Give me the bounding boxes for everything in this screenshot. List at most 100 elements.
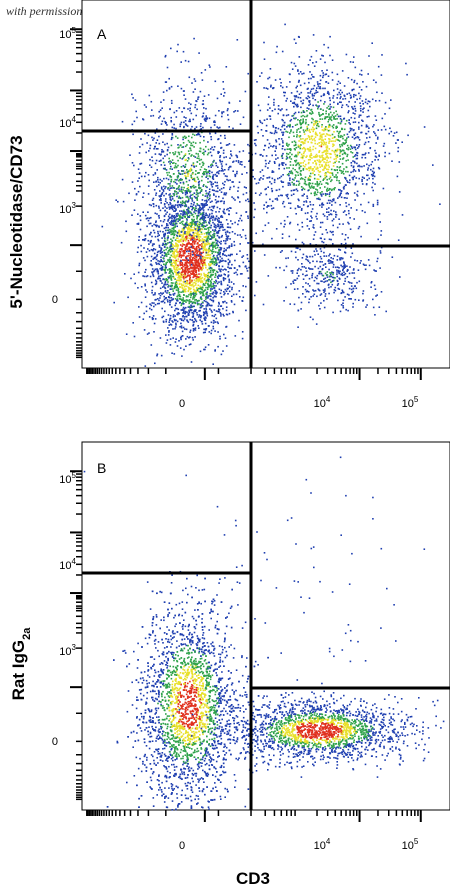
- event-dot: [330, 231, 333, 234]
- event-dot: [151, 292, 153, 294]
- event-dot: [179, 218, 181, 221]
- event-dot: [198, 208, 200, 211]
- event-dot: [281, 147, 284, 150]
- event-dot: [173, 292, 176, 295]
- event-dot: [168, 299, 171, 302]
- event-dot: [339, 166, 342, 168]
- event-dot: [218, 241, 221, 244]
- event-dot: [334, 201, 337, 204]
- event-dot: [301, 156, 304, 159]
- event-dot: [205, 190, 207, 192]
- event-dot: [318, 163, 321, 166]
- event-dot: [164, 310, 166, 313]
- event-dot: [191, 208, 193, 211]
- event-dot: [346, 93, 348, 95]
- event-dot: [191, 222, 194, 225]
- event-dot: [214, 239, 217, 242]
- event-dot: [180, 213, 182, 215]
- event-dot: [316, 124, 318, 127]
- event-dot: [189, 258, 191, 260]
- event-dot: [230, 154, 233, 157]
- event-dot: [263, 204, 265, 206]
- event-dot: [407, 134, 409, 137]
- event-dot: [176, 273, 178, 276]
- event-dot: [294, 160, 296, 162]
- event-dot: [347, 148, 350, 151]
- event-dot: [348, 174, 351, 177]
- event-dot: [188, 207, 190, 209]
- event-dot: [367, 167, 370, 169]
- event-dot: [191, 82, 193, 84]
- event-dot: [195, 246, 198, 248]
- event-dot: [294, 161, 297, 163]
- event-dot: [324, 61, 326, 64]
- event-dot: [373, 124, 375, 126]
- event-dot: [305, 119, 307, 121]
- event-dot: [326, 211, 328, 213]
- event-dot: [163, 255, 166, 257]
- event-dot: [190, 263, 193, 266]
- event-dot: [279, 251, 282, 253]
- event-dot: [343, 185, 346, 188]
- event-dot: [353, 56, 355, 58]
- event-dot: [157, 179, 159, 181]
- event-dot: [280, 175, 283, 178]
- event-dot: [164, 287, 167, 290]
- event-dot: [253, 202, 255, 204]
- event-dot: [186, 232, 189, 234]
- event-dot: [190, 270, 193, 272]
- event-dot: [165, 213, 167, 215]
- event-dot: [333, 89, 335, 92]
- event-dot: [210, 166, 212, 168]
- event-dot: [197, 290, 200, 292]
- event-dot: [150, 115, 152, 117]
- event-dot: [164, 270, 166, 272]
- event-dot: [322, 157, 325, 159]
- event-dot: [203, 348, 205, 351]
- event-dot: [377, 136, 379, 139]
- event-dot: [297, 259, 299, 261]
- event-dot: [356, 193, 358, 196]
- event-dot: [237, 223, 239, 226]
- event-dot: [388, 132, 390, 135]
- event-dot: [315, 156, 318, 158]
- event-dot: [328, 148, 331, 150]
- event-dot: [298, 164, 301, 166]
- event-dot: [203, 204, 205, 206]
- event-dot: [186, 244, 188, 246]
- event-dot: [179, 272, 182, 275]
- event-dot: [221, 260, 223, 262]
- event-dot: [372, 174, 375, 177]
- event-dot: [268, 96, 270, 98]
- event-dot: [188, 311, 191, 314]
- event-dot: [182, 50, 185, 53]
- event-dot: [204, 219, 207, 222]
- event-dot: [345, 119, 348, 122]
- event-dot: [210, 321, 213, 324]
- event-dot: [295, 170, 298, 173]
- event-dot: [181, 267, 183, 270]
- event-dot: [125, 333, 128, 335]
- event-dot: [271, 171, 273, 173]
- event-dot: [186, 214, 189, 217]
- event-dot: [196, 233, 199, 236]
- event-dot: [319, 170, 322, 173]
- event-dot: [192, 229, 195, 231]
- event-dot: [175, 259, 178, 262]
- event-dot: [297, 174, 300, 176]
- event-dot: [158, 142, 161, 145]
- event-dot: [165, 263, 167, 265]
- event-dot: [206, 254, 209, 257]
- event-dot: [172, 321, 174, 323]
- event-dot: [201, 238, 204, 240]
- event-dot: [196, 312, 198, 314]
- event-dot: [179, 144, 181, 147]
- event-dot: [166, 66, 169, 69]
- event-dot: [178, 185, 180, 187]
- event-dot: [254, 250, 256, 252]
- event-dot: [320, 221, 322, 224]
- event-dot: [162, 320, 165, 323]
- event-dot: [138, 262, 141, 265]
- event-dot: [177, 300, 179, 302]
- event-dot: [177, 218, 180, 220]
